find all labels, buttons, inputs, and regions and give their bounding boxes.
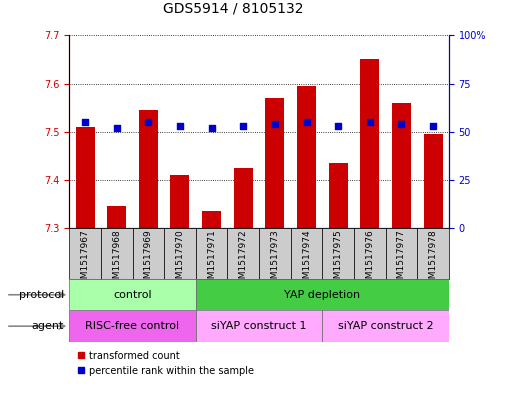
Bar xyxy=(139,110,158,228)
Point xyxy=(207,125,215,131)
Bar xyxy=(164,228,196,279)
Bar xyxy=(297,86,316,228)
Text: GDS5914 / 8105132: GDS5914 / 8105132 xyxy=(163,2,304,16)
Bar xyxy=(69,310,196,342)
Point xyxy=(429,123,437,129)
Bar xyxy=(132,228,164,279)
Bar xyxy=(69,279,196,310)
Text: siYAP construct 2: siYAP construct 2 xyxy=(338,321,433,331)
Bar xyxy=(354,228,386,279)
Legend: transformed count, percentile rank within the sample: transformed count, percentile rank withi… xyxy=(74,347,258,379)
Bar xyxy=(265,98,284,228)
Text: GSM1517973: GSM1517973 xyxy=(270,230,280,290)
Bar xyxy=(107,206,126,228)
Point xyxy=(334,123,342,129)
Text: RISC-free control: RISC-free control xyxy=(86,321,180,331)
Bar xyxy=(329,163,348,228)
Point xyxy=(113,125,121,131)
Bar xyxy=(234,168,253,228)
Text: agent: agent xyxy=(32,321,64,331)
Text: GSM1517970: GSM1517970 xyxy=(175,230,185,290)
Bar xyxy=(259,228,291,279)
Point xyxy=(81,119,89,125)
Text: GSM1517971: GSM1517971 xyxy=(207,230,216,290)
Bar xyxy=(227,228,259,279)
Point xyxy=(144,119,152,125)
Text: GSM1517975: GSM1517975 xyxy=(333,230,343,290)
Text: GSM1517972: GSM1517972 xyxy=(239,230,248,290)
Bar xyxy=(291,228,322,279)
Bar xyxy=(202,211,221,228)
Bar xyxy=(170,175,189,228)
Text: GSM1517969: GSM1517969 xyxy=(144,230,153,290)
Point xyxy=(271,121,279,127)
Bar xyxy=(322,310,449,342)
Text: protocol: protocol xyxy=(19,290,64,300)
Bar xyxy=(360,59,379,228)
Text: GSM1517977: GSM1517977 xyxy=(397,230,406,290)
Bar xyxy=(322,228,354,279)
Bar xyxy=(75,127,94,228)
Bar xyxy=(417,228,449,279)
Bar xyxy=(69,228,101,279)
Text: GSM1517976: GSM1517976 xyxy=(365,230,374,290)
Text: siYAP construct 1: siYAP construct 1 xyxy=(211,321,307,331)
Bar xyxy=(196,228,227,279)
Bar xyxy=(424,134,443,228)
Bar xyxy=(392,103,411,228)
Bar xyxy=(386,228,417,279)
Point xyxy=(366,119,374,125)
Bar xyxy=(101,228,132,279)
Point xyxy=(176,123,184,129)
Point xyxy=(239,123,247,129)
Point xyxy=(302,119,310,125)
Bar xyxy=(196,279,449,310)
Bar xyxy=(196,310,322,342)
Text: GSM1517974: GSM1517974 xyxy=(302,230,311,290)
Text: control: control xyxy=(113,290,152,300)
Text: GSM1517968: GSM1517968 xyxy=(112,230,121,290)
Text: GSM1517967: GSM1517967 xyxy=(81,230,90,290)
Text: GSM1517978: GSM1517978 xyxy=(428,230,438,290)
Text: YAP depletion: YAP depletion xyxy=(284,290,361,300)
Point xyxy=(397,121,405,127)
